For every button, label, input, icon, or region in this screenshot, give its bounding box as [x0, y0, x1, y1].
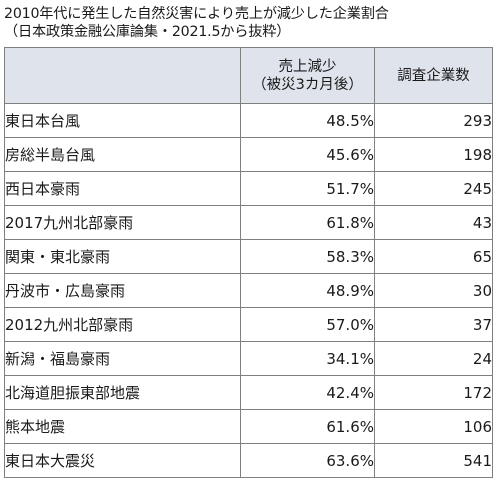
region-cell: 丹波市・広島豪雨 [4, 273, 241, 308]
header-survey-count: 調査企業数 [374, 47, 493, 104]
survey-count-cell: 65 [374, 239, 493, 274]
chart-title: 2010年代に発生した自然災害により売上が減少した企業割合 （日本政策金融公庫論… [4, 5, 492, 41]
region-cell: 西日本豪雨 [4, 171, 241, 206]
survey-count-cell: 106 [374, 409, 493, 444]
sales-decline-cell: 61.6% [240, 409, 375, 444]
disaster-sales-table: 売上減少 （被災3カ月後） 調査企業数 東日本台風 48.5% 293 房総半島台風 4… [4, 47, 493, 478]
survey-count-cell: 541 [374, 443, 493, 478]
survey-count-cell: 43 [374, 205, 493, 240]
sales-decline-cell: 63.6% [240, 443, 375, 478]
sales-decline-cell: 57.0% [240, 307, 375, 342]
region-cell: 房総半島台風 [4, 137, 241, 172]
table-row: 熊本地震 61.6% 106 [4, 409, 493, 444]
sales-decline-cell: 34.1% [240, 341, 375, 376]
table-row: 東日本台風 48.5% 293 [4, 103, 493, 138]
region-cell: 東日本台風 [4, 103, 241, 138]
header-region [4, 47, 241, 104]
sales-decline-cell: 48.9% [240, 273, 375, 308]
region-cell: 熊本地震 [4, 409, 241, 444]
sales-decline-cell: 58.3% [240, 239, 375, 274]
table-row: 東日本大震災 63.6% 541 [4, 443, 493, 478]
table-row: 2017九州北部豪雨 61.8% 43 [4, 205, 493, 240]
table-row: 関東・東北豪雨 58.3% 65 [4, 239, 493, 274]
survey-count-cell: 293 [374, 103, 493, 138]
region-cell: 2012九州北部豪雨 [4, 307, 241, 342]
survey-count-cell: 172 [374, 375, 493, 410]
survey-count-cell: 24 [374, 341, 493, 376]
survey-count-cell: 198 [374, 137, 493, 172]
header-sales-decline-line-2: （被災3カ月後） [252, 76, 363, 93]
title-line-2: （日本政策金融公庫論集・2021.5から抜粋） [4, 24, 291, 40]
header-row: 売上減少 （被災3カ月後） 調査企業数 [4, 47, 493, 104]
table-row: 2012九州北部豪雨 57.0% 37 [4, 307, 493, 342]
table-row: 房総半島台風 45.6% 198 [4, 137, 493, 172]
table-row: 新潟・福島豪雨 34.1% 24 [4, 341, 493, 376]
sales-decline-cell: 42.4% [240, 375, 375, 410]
survey-count-cell: 30 [374, 273, 493, 308]
header-sales-decline-line-1: 売上減少 [278, 58, 337, 75]
title-line-1: 2010年代に発生した自然災害により売上が減少した企業割合 [4, 6, 389, 22]
table-row: 北海道胆振東部地震 42.4% 172 [4, 375, 493, 410]
table-row: 西日本豪雨 51.7% 245 [4, 171, 493, 206]
region-cell: 2017九州北部豪雨 [4, 205, 241, 240]
survey-count-cell: 245 [374, 171, 493, 206]
region-cell: 北海道胆振東部地震 [4, 375, 241, 410]
sales-decline-cell: 48.5% [240, 103, 375, 138]
sales-decline-cell: 45.6% [240, 137, 375, 172]
region-cell: 関東・東北豪雨 [4, 239, 241, 274]
region-cell: 新潟・福島豪雨 [4, 341, 241, 376]
header-sales-decline: 売上減少 （被災3カ月後） [240, 47, 375, 104]
region-cell: 東日本大震災 [4, 443, 241, 478]
sales-decline-cell: 51.7% [240, 171, 375, 206]
table-row: 丹波市・広島豪雨 48.9% 30 [4, 273, 493, 308]
survey-count-cell: 37 [374, 307, 493, 342]
sales-decline-cell: 61.8% [240, 205, 375, 240]
table-body: 東日本台風 48.5% 293 房総半島台風 45.6% 198 西日本豪雨 51.7% 245… [4, 103, 493, 478]
